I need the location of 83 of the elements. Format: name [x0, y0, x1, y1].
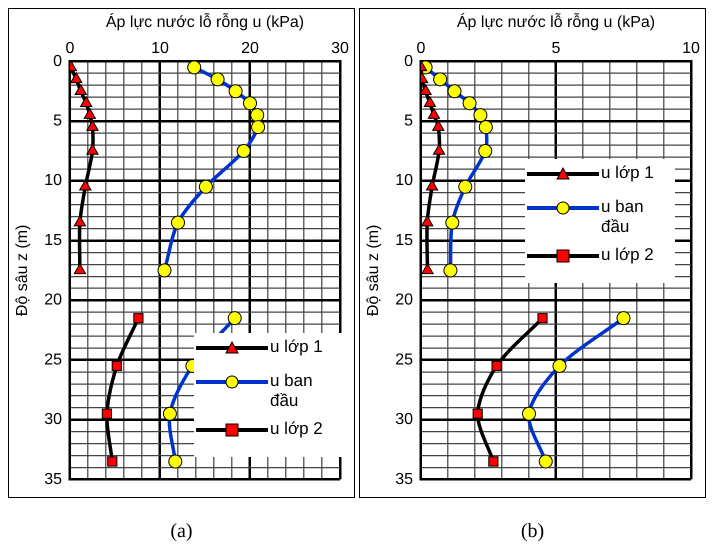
point [616, 311, 630, 326]
point [458, 180, 472, 194]
point [552, 358, 567, 373]
x-tick-label: 30 [331, 40, 349, 58]
legend-label: u lớp 2 [270, 419, 324, 439]
point [421, 216, 434, 226]
legend-label: u lớp 1 [270, 337, 324, 357]
text: (b) [520, 520, 544, 543]
y-tick-label: 5 [53, 112, 62, 130]
y-axis-title: Độ sâu z (m) [14, 224, 32, 316]
x-tick-label: 20 [241, 40, 259, 58]
y-tick-label: 30 [395, 411, 414, 428]
x-tick-label: 5 [552, 40, 561, 58]
y-tick-label: 25 [44, 351, 62, 368]
point [488, 456, 498, 467]
y-axis-title: Độ sâu z (m) [365, 224, 382, 316]
point [522, 406, 536, 421]
point [473, 108, 488, 122]
point [492, 360, 502, 372]
point [420, 84, 432, 96]
point [112, 360, 122, 372]
point [228, 311, 242, 326]
point [478, 144, 492, 158]
point [228, 84, 243, 98]
point [426, 180, 438, 191]
y-tick-label: 25 [395, 351, 414, 368]
x-axis-title: Áp lực nước lỗ rỗng u (kPa) [106, 13, 304, 32]
y-tick-label: 5 [404, 112, 414, 130]
point [102, 408, 112, 419]
point [74, 84, 87, 96]
point [74, 216, 86, 226]
point [428, 108, 440, 119]
point [236, 144, 251, 158]
point [74, 263, 86, 274]
x-tick-label: 10 [151, 40, 169, 58]
y-tick-label: 35 [395, 470, 414, 488]
point [472, 408, 483, 419]
point [84, 108, 96, 119]
point [443, 263, 458, 278]
point [133, 313, 144, 324]
y-tick-label: 0 [53, 52, 62, 70]
point [432, 120, 444, 131]
point [80, 96, 92, 107]
legend-label: u lớp 1 [601, 163, 655, 183]
x-tick-label: 0 [416, 40, 426, 58]
legend-label: u ban đầu [270, 371, 314, 411]
legend-label: u ban đầu [601, 197, 645, 237]
point [107, 456, 118, 467]
point [86, 120, 99, 131]
point [445, 216, 460, 230]
point [478, 120, 493, 134]
point [538, 454, 553, 468]
point [243, 96, 257, 110]
point [158, 263, 172, 278]
point [162, 406, 177, 421]
y-tick-label: 10 [395, 172, 414, 190]
point [424, 96, 436, 107]
y-tick-label: 10 [44, 172, 62, 190]
point [250, 108, 264, 122]
point [462, 96, 477, 110]
legend-label: u lớp 2 [601, 245, 655, 265]
point [187, 61, 202, 74]
point [537, 313, 548, 324]
point [171, 216, 185, 230]
point [168, 454, 182, 468]
y-tick-label: 35 [44, 470, 62, 488]
y-tick-label: 20 [44, 292, 62, 309]
point [79, 180, 92, 191]
point [251, 120, 266, 134]
y-tick-label: 15 [44, 232, 62, 249]
y-tick-label: 0 [404, 52, 414, 70]
y-tick-label: 20 [395, 292, 414, 309]
point [433, 72, 448, 86]
x-tick-label: 0 [66, 40, 75, 58]
text: (a) [170, 520, 193, 543]
y-tick-label: 15 [395, 232, 414, 249]
point [210, 72, 225, 86]
point [70, 72, 82, 84]
x-axis-title: Áp lực nước lỗ rỗng u (kPa) [456, 13, 656, 32]
point [198, 180, 213, 194]
point [447, 84, 462, 98]
y-tick-label: 30 [44, 411, 62, 428]
x-tick-label: 10 [682, 40, 700, 58]
